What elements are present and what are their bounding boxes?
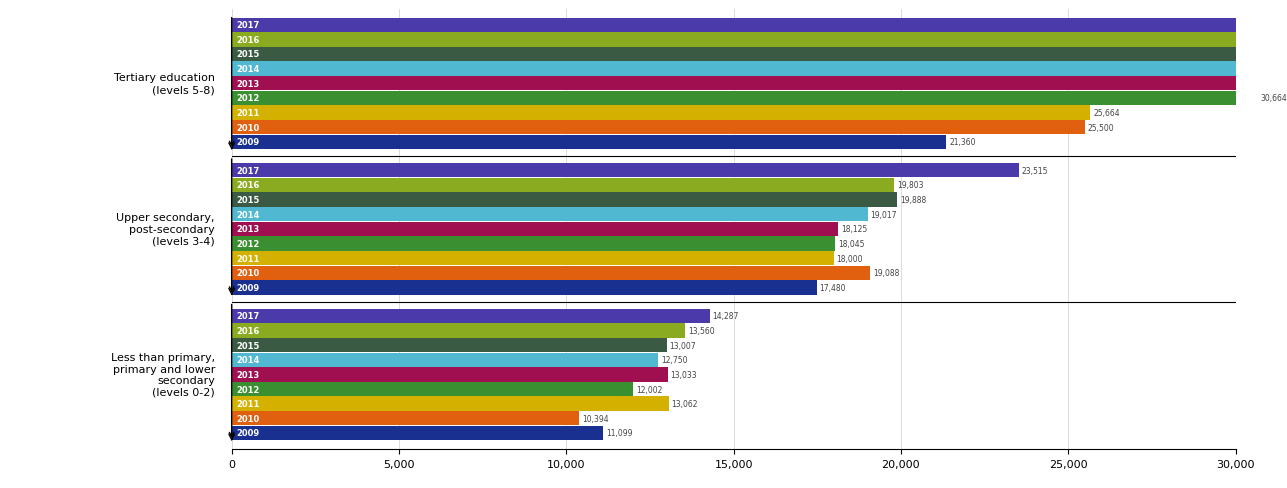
Bar <box>232 367 668 382</box>
Text: 21,360: 21,360 <box>949 138 976 147</box>
Text: 17,480: 17,480 <box>820 284 846 292</box>
Text: 2010: 2010 <box>237 269 260 278</box>
Text: 13,007: 13,007 <box>669 341 696 350</box>
Text: 30,664: 30,664 <box>1260 94 1287 103</box>
Bar <box>232 33 1287 47</box>
Text: 13,560: 13,560 <box>689 326 714 335</box>
Text: 2016: 2016 <box>237 326 260 335</box>
Text: 2014: 2014 <box>237 210 260 219</box>
Text: 2013: 2013 <box>237 80 260 89</box>
Text: 18,000: 18,000 <box>837 254 864 263</box>
Text: 2015: 2015 <box>237 341 260 350</box>
Bar <box>232 324 686 338</box>
Bar <box>232 251 834 266</box>
Text: 2009: 2009 <box>237 428 260 438</box>
Bar <box>232 237 835 251</box>
Text: 14,287: 14,287 <box>713 312 739 321</box>
Text: 10,394: 10,394 <box>582 414 609 423</box>
Text: 2011: 2011 <box>237 109 260 118</box>
Text: 25,664: 25,664 <box>1093 109 1120 118</box>
Text: 2012: 2012 <box>237 240 260 248</box>
Text: 2015: 2015 <box>237 196 260 204</box>
Text: 2010: 2010 <box>237 414 260 423</box>
Bar <box>232 106 1090 121</box>
Text: 2009: 2009 <box>237 284 260 292</box>
Text: 2014: 2014 <box>237 356 260 365</box>
Bar <box>232 338 667 352</box>
Bar <box>232 309 709 324</box>
Text: 19,088: 19,088 <box>873 269 900 278</box>
Text: 12,002: 12,002 <box>636 385 663 394</box>
Bar <box>232 121 1085 135</box>
Bar <box>232 62 1287 77</box>
Text: 2013: 2013 <box>237 225 260 234</box>
Text: 2017: 2017 <box>237 312 260 321</box>
Bar <box>232 179 894 193</box>
Bar <box>232 411 579 426</box>
Bar <box>232 193 897 207</box>
Bar <box>232 222 838 237</box>
Text: 2011: 2011 <box>237 399 260 408</box>
Text: 19,888: 19,888 <box>900 196 927 204</box>
Text: Upper secondary,
post-secondary
(levels 3-4): Upper secondary, post-secondary (levels … <box>116 213 215 246</box>
Text: 2010: 2010 <box>237 123 260 132</box>
Bar <box>232 19 1287 33</box>
Text: 18,125: 18,125 <box>840 225 867 234</box>
Text: 13,033: 13,033 <box>671 370 698 379</box>
Text: 12,750: 12,750 <box>662 356 687 365</box>
Text: 19,803: 19,803 <box>897 181 924 190</box>
Text: 2011: 2011 <box>237 254 260 263</box>
Text: 13,062: 13,062 <box>672 399 698 408</box>
Bar <box>232 382 633 396</box>
Text: 2014: 2014 <box>237 65 260 74</box>
Text: 2016: 2016 <box>237 181 260 190</box>
Text: 23,515: 23,515 <box>1021 166 1048 175</box>
Text: 2009: 2009 <box>237 138 260 147</box>
Text: 2017: 2017 <box>237 21 260 30</box>
Text: 2013: 2013 <box>237 370 260 379</box>
Text: 25,500: 25,500 <box>1088 123 1115 132</box>
Text: 2012: 2012 <box>237 94 260 103</box>
Text: 18,045: 18,045 <box>838 240 865 248</box>
Bar <box>232 281 816 295</box>
Text: 2012: 2012 <box>237 385 260 394</box>
Text: 2016: 2016 <box>237 36 260 45</box>
Bar <box>232 92 1257 106</box>
Text: 19,017: 19,017 <box>871 210 897 219</box>
Text: 11,099: 11,099 <box>606 428 632 438</box>
Text: 2017: 2017 <box>237 166 260 175</box>
Bar <box>232 353 658 367</box>
Text: Less than primary,
primary and lower
secondary
(levels 0-2): Less than primary, primary and lower sec… <box>111 352 215 397</box>
Text: Tertiary education
(levels 5-8): Tertiary education (levels 5-8) <box>115 73 215 95</box>
Text: 2015: 2015 <box>237 50 260 60</box>
Bar <box>232 266 870 280</box>
Bar <box>232 48 1287 62</box>
Bar <box>232 207 867 222</box>
Bar <box>232 397 669 411</box>
Bar <box>232 135 946 150</box>
Bar <box>232 77 1287 91</box>
Bar <box>232 426 604 440</box>
Bar <box>232 164 1018 178</box>
